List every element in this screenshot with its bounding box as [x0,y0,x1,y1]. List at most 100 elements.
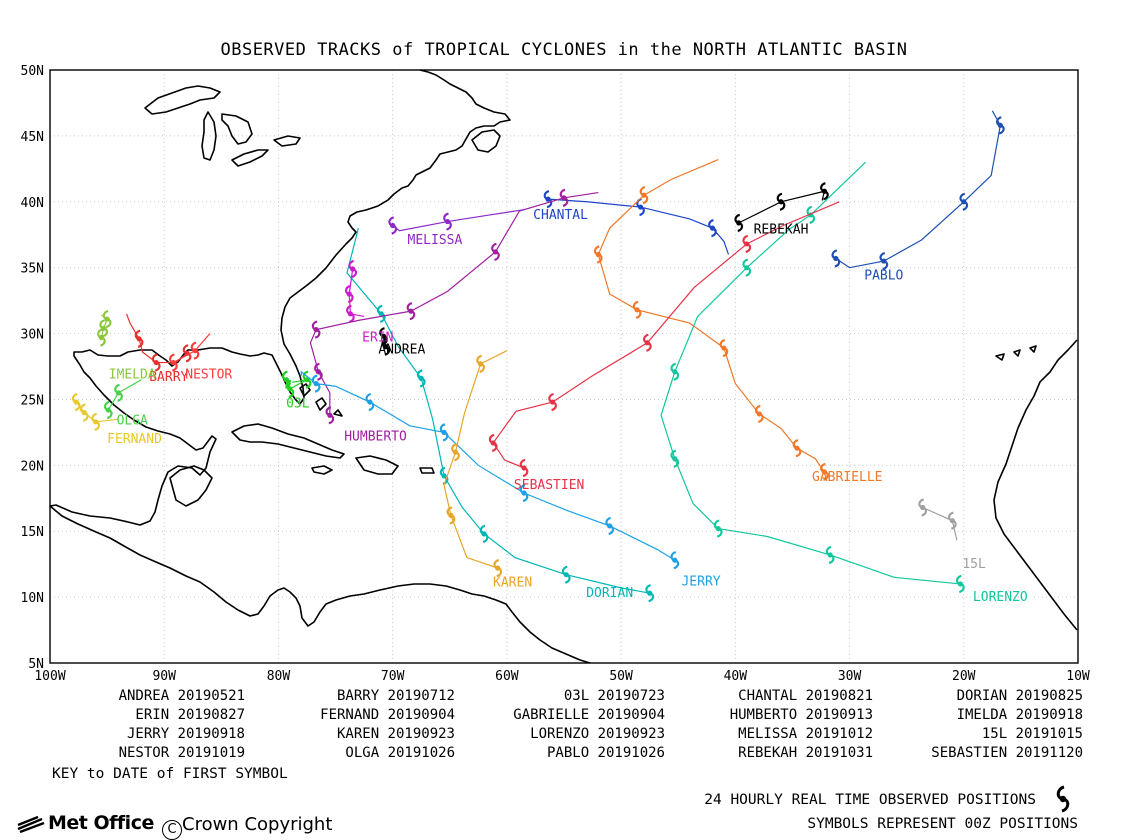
cyclone-position-marker [476,354,485,373]
cyclone-position-marker [561,565,571,584]
key-entry: CHANTAL 20190821 [738,688,873,704]
storm-labels: ANDREA BARRY 03L CHANTAL DORIAN ERIN FERNAND GA… [107,208,1028,605]
cyclone-position-marker [365,393,375,412]
newfoundland-coast [471,129,501,153]
key-row: ERIN 20190827 FERNAND 20190904 GABRIELLE 2… [40,707,1083,726]
cyclone-position-marker [114,383,123,402]
azores-coast [995,345,1037,361]
key-entry: FERNAND 20190904 [320,707,455,723]
lake-michigan [201,111,217,161]
lake-superior [144,85,221,115]
cyclone-position-marker [406,302,416,321]
lat-tick-label: 50N [21,64,44,79]
lon-tick-label: 70W [381,669,405,684]
lake-erie [231,149,269,167]
cyclone-position-marker [734,213,744,232]
met-office-logo-text: Met Office [48,812,154,834]
cyclone-position-marker [820,462,829,482]
cyclone-position-marker [302,370,312,389]
lake-ontario [273,135,301,147]
cyclone-position-marker [285,379,295,398]
track-line [547,198,730,255]
cyclone-position-marker [376,304,386,323]
map-title: OBSERVED TRACKS of TROPICAL CYCLONES in … [220,40,908,60]
cyclone-position-marker [639,186,649,205]
storm-track-15l [918,498,958,541]
cyclone-position-marker [416,369,426,388]
storm-label: DORIAN [586,586,633,601]
cyclone-position-marker [543,190,553,209]
storm-label: JERRY [681,574,720,589]
map-frame [49,69,1079,664]
storm-track-chantal [543,190,730,255]
key-entry: 03L 20190723 [563,688,665,704]
track-line [285,379,308,390]
cyclone-position-marker [91,412,101,431]
track-line [300,370,676,561]
cyclone-position-marker [493,559,503,578]
storm-label: FERNAND [107,432,162,447]
lake-huron [221,113,253,145]
cyclone-position-marker [519,458,529,478]
track-line [348,268,365,318]
key-caption: KEY to DATE of FIRST SYMBOL [52,766,288,782]
key-entry: ERIN 20190827 [135,707,245,723]
storm-label: NESTOR [185,367,232,382]
storm-tracks [71,110,1005,603]
cyclone-position-marker [825,545,835,565]
storm-label: BARRY [149,370,188,385]
lon-tick-label: 100W [34,669,65,684]
storm-track-karen [443,350,508,578]
storm-track-fernand [71,393,119,431]
lon-tick-label: 60W [495,669,519,684]
copyright-notice: C Crown Copyright [162,814,332,840]
lat-tick-label: 15N [21,525,44,540]
storm-track-dorian [346,227,655,603]
copyright-icon: C [162,820,182,840]
cyclone-position-marker [708,219,717,238]
lon-tick-label: 40W [724,669,748,684]
cyclone-position-marker [388,216,398,235]
cyclone-position-marker [451,443,460,462]
cyclone-position-marker [103,400,113,420]
jamaica-coast [311,465,333,475]
cyclone-position-marker [948,511,957,530]
storm-label: CHANTAL [533,208,588,223]
key-entry: 15L 20191015 [981,726,1083,742]
cyclone-position-marker [820,182,829,201]
cyclone-position-marker [776,192,786,211]
cyclone-position-marker [346,304,355,323]
cyclone-symbol-icon [1056,785,1070,813]
storm-track-jerry [300,370,680,570]
storm-track-nestor [169,333,211,372]
cyclone-position-marker [742,258,752,277]
puerto-rico-coast [419,467,435,474]
cyclone-position-marker [959,192,969,211]
cyclone-position-marker [325,406,335,425]
cyclone-position-marker [443,212,452,231]
key-row: ANDREA 20190521 BARRY 20190712 03L 2019072… [40,688,1083,707]
cyclone-position-marker [190,341,200,360]
cyclone-position-marker [314,362,323,381]
track-line [835,110,1001,269]
cyclone-position-marker [713,519,723,538]
cyclone-position-marker [479,524,489,543]
cyclone-position-marker [71,393,81,412]
cyclone-position-marker [754,404,764,424]
cyclone-position-marker [632,300,642,319]
storm-track-olga [103,379,142,420]
storm-label: 03L [286,396,310,411]
cyclone-position-marker [446,506,456,525]
hispaniola-coast [355,455,399,475]
cyclone-position-marker [439,466,449,485]
cyclone-position-marker [97,328,106,347]
cyclone-position-marker [956,574,965,594]
track-line [660,161,961,585]
cyclone-position-marker [670,362,680,381]
cyclone-position-marker [79,403,89,422]
key-entry: HUMBERTO 20190913 [729,707,873,723]
lat-tick-label: 45N [21,130,44,145]
storm-track-rebekah [734,182,829,232]
lat-tick-label: 35N [21,262,44,277]
cyclone-position-marker [102,309,112,329]
